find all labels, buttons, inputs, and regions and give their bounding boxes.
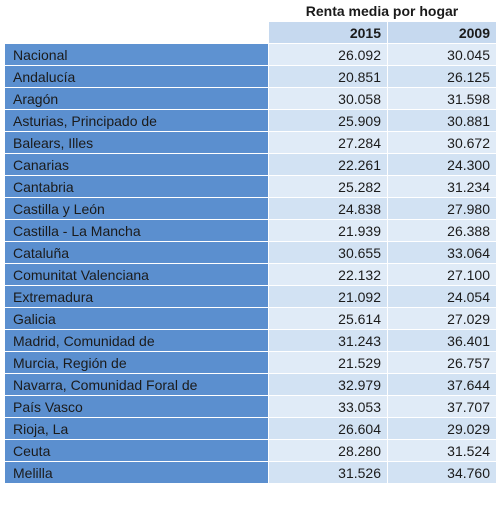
value-cell-2009: 26.388 (387, 219, 497, 242)
region-name-cell: Nacional (4, 43, 269, 66)
value-cell-2009: 34.760 (387, 461, 497, 484)
region-name-cell: Asturias, Principado de (4, 109, 269, 132)
table-row: Asturias, Principado de 25.909 30.881 (4, 109, 497, 132)
value-cell-2009: 31.598 (387, 87, 497, 110)
region-name-cell: Canarias (4, 153, 269, 176)
table-row: Murcia, Región de 21.529 26.757 (4, 351, 497, 374)
table-row: Andalucía 20.851 26.125 (4, 65, 497, 88)
value-cell-2015: 21.939 (268, 219, 388, 242)
value-cell-2015: 31.243 (268, 329, 388, 352)
region-name-cell: Melilla (4, 461, 269, 484)
table-title: Renta media por hogar (305, 3, 459, 19)
value-cell-2009: 27.980 (387, 197, 497, 220)
value-cell-2015: 24.838 (268, 197, 388, 220)
table-row: Ceuta 28.280 31.524 (4, 439, 497, 462)
value-cell-2015: 26.604 (268, 417, 388, 440)
table-row: Cantabria 25.282 31.234 (4, 175, 497, 198)
region-name-cell: Extremadura (4, 285, 269, 308)
header-row: 2015 2009 (4, 21, 497, 44)
region-name-cell: Castilla y León (4, 197, 269, 220)
value-cell-2009: 37.707 (387, 395, 497, 418)
value-cell-2015: 21.529 (268, 351, 388, 374)
value-cell-2015: 28.280 (268, 439, 388, 462)
table-row: Melilla 31.526 34.760 (4, 461, 497, 484)
value-cell-2009: 33.064 (387, 241, 497, 264)
region-name-cell: Cataluña (4, 241, 269, 264)
value-cell-2009: 31.234 (387, 175, 497, 198)
value-cell-2015: 32.979 (268, 373, 388, 396)
value-cell-2015: 26.092 (268, 43, 388, 66)
value-cell-2015: 30.058 (268, 87, 388, 110)
value-cell-2009: 29.029 (387, 417, 497, 440)
value-cell-2009: 30.672 (387, 131, 497, 154)
value-cell-2009: 24.054 (387, 285, 497, 308)
table-row: País Vasco 33.053 37.707 (4, 395, 497, 418)
value-cell-2015: 27.284 (268, 131, 388, 154)
table-row: Cataluña 30.655 33.064 (4, 241, 497, 264)
column-header-2015: 2015 (268, 21, 388, 44)
column-header-2009: 2009 (387, 21, 497, 44)
table-row: Galicia 25.614 27.029 (4, 307, 497, 330)
value-cell-2015: 30.655 (268, 241, 388, 264)
table-row: Comunitat Valenciana 22.132 27.100 (4, 263, 497, 286)
region-name-cell: Aragón (4, 87, 269, 110)
table-row: Rioja, La 26.604 29.029 (4, 417, 497, 440)
header-corner (4, 21, 269, 44)
table-row: Balears, Illes 27.284 30.672 (4, 131, 497, 154)
value-cell-2015: 25.909 (268, 109, 388, 132)
value-cell-2009: 24.300 (387, 153, 497, 176)
region-name-cell: Castilla - La Mancha (4, 219, 269, 242)
region-name-cell: Ceuta (4, 439, 269, 462)
table-row: Navarra, Comunidad Foral de 32.979 37.644 (4, 373, 497, 396)
value-cell-2015: 21.092 (268, 285, 388, 308)
value-cell-2009: 30.881 (387, 109, 497, 132)
value-cell-2009: 27.029 (387, 307, 497, 330)
region-name-cell: Navarra, Comunidad Foral de (4, 373, 269, 396)
value-cell-2015: 33.053 (268, 395, 388, 418)
value-cell-2015: 22.261 (268, 153, 388, 176)
region-name-cell: Balears, Illes (4, 131, 269, 154)
table-row: Castilla y León 24.838 27.980 (4, 197, 497, 220)
region-name-cell: Comunitat Valenciana (4, 263, 269, 286)
value-cell-2015: 22.132 (268, 263, 388, 286)
income-table-container: Renta media por hogar 2015 2009 Nacional… (4, 2, 497, 484)
table-body: Nacional 26.092 30.045 Andalucía 20.851 26.12… (4, 43, 497, 484)
region-name-cell: Madrid, Comunidad de (4, 329, 269, 352)
value-cell-2009: 37.644 (387, 373, 497, 396)
region-name-cell: País Vasco (4, 395, 269, 418)
table-row: Extremadura 21.092 24.054 (4, 285, 497, 308)
value-cell-2015: 25.614 (268, 307, 388, 330)
value-cell-2009: 31.524 (387, 439, 497, 462)
table-row: Castilla - La Mancha 21.939 26.388 (4, 219, 497, 242)
region-name-cell: Galicia (4, 307, 269, 330)
value-cell-2009: 27.100 (387, 263, 497, 286)
value-cell-2009: 36.401 (387, 329, 497, 352)
value-cell-2009: 26.757 (387, 351, 497, 374)
table-row: Canarias 22.261 24.300 (4, 153, 497, 176)
region-name-cell: Murcia, Región de (4, 351, 269, 374)
income-table: 2015 2009 Nacional 26.092 30.045 Andalucía 2… (4, 21, 497, 484)
value-cell-2015: 20.851 (268, 65, 388, 88)
region-name-cell: Cantabria (4, 175, 269, 198)
value-cell-2015: 25.282 (268, 175, 388, 198)
table-row: Madrid, Comunidad de 31.243 36.401 (4, 329, 497, 352)
value-cell-2015: 31.526 (268, 461, 388, 484)
region-name-cell: Andalucía (4, 65, 269, 88)
value-cell-2009: 30.045 (387, 43, 497, 66)
table-row: Nacional 26.092 30.045 (4, 43, 497, 66)
region-name-cell: Rioja, La (4, 417, 269, 440)
table-row: Aragón 30.058 31.598 (4, 87, 497, 110)
value-cell-2009: 26.125 (387, 65, 497, 88)
